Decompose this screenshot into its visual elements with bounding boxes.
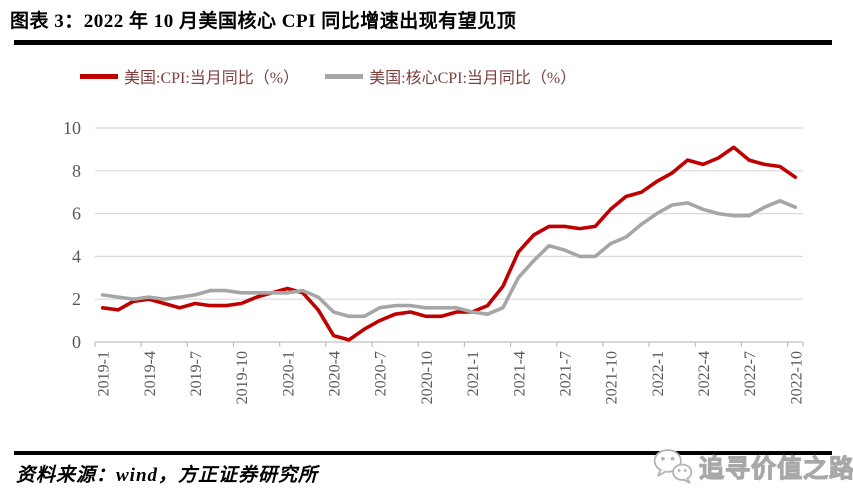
chart-legend: 美国:CPI:当月同比（%） 美国:核心CPI:当月同比（%） (80, 64, 602, 88)
x-tick-label: 2022-4 (696, 351, 713, 396)
x-tick-label: 2019-10 (234, 351, 251, 404)
y-tick-label: 6 (72, 204, 81, 224)
figure-title: 图表 3：2022 年 10 月美国核心 CPI 同比增速出现有望见顶 (10, 11, 517, 32)
y-tick-label: 10 (63, 118, 81, 138)
y-tick-label: 4 (72, 246, 81, 266)
legend-item-cpi: 美国:CPI:当月同比（%） (80, 64, 299, 88)
wechat-icon (653, 449, 693, 484)
line-chart-canvas: 0 2 4 6 8 10 2019-1 2019-4 2019-7 2019-10 2020-1 20… (63, 118, 805, 404)
footer-divider-rule (14, 451, 832, 455)
x-tick-label: 2022-10 (788, 351, 805, 404)
source-note: 资料来源：wind，方正证券研究所 (16, 465, 319, 486)
legend-label-cpi: 美国:CPI:当月同比（%） (124, 70, 300, 87)
x-tick-label: 2022-1 (650, 351, 667, 396)
x-tick-label: 2022-7 (742, 351, 759, 396)
x-tick-label: 2020-4 (327, 351, 344, 396)
title-divider-rule (14, 40, 832, 45)
x-tick-label: 2020-1 (280, 351, 297, 396)
legend-item-core-cpi: 美国:核心CPI:当月同比（%） (325, 64, 576, 88)
x-tick-label: 2021-10 (604, 351, 621, 404)
y-tick-label: 0 (72, 332, 81, 352)
core-cpi-line-series (100, 199, 798, 319)
watermark: 追寻价值之路 (652, 446, 853, 488)
cpi-line-swatch (80, 73, 118, 79)
line-chart: 0 2 4 6 8 10 2019-1 2019-4 2019-7 2019-10 2020-1 20… (30, 108, 830, 448)
x-tick-label: 2021-1 (465, 351, 482, 396)
watermark-text: 追寻价值之路 (698, 456, 853, 484)
x-tick-label: 2021-4 (511, 351, 528, 396)
y-tick-label: 8 (72, 161, 81, 181)
x-tick-label: 2021-7 (557, 351, 574, 396)
core-cpi-line-swatch (325, 73, 364, 79)
y-tick-label: 2 (72, 289, 81, 309)
x-tick-label: 2019-7 (188, 351, 205, 396)
x-tick-label: 2019-4 (142, 351, 159, 396)
cpi-line-series (100, 145, 798, 342)
x-tick-label: 2019-1 (96, 351, 113, 396)
x-tick-label: 2020-10 (419, 351, 436, 404)
x-tick-label: 2020-7 (373, 351, 390, 396)
legend-label-core-cpi: 美国:核心CPI:当月同比（%） (369, 70, 577, 87)
